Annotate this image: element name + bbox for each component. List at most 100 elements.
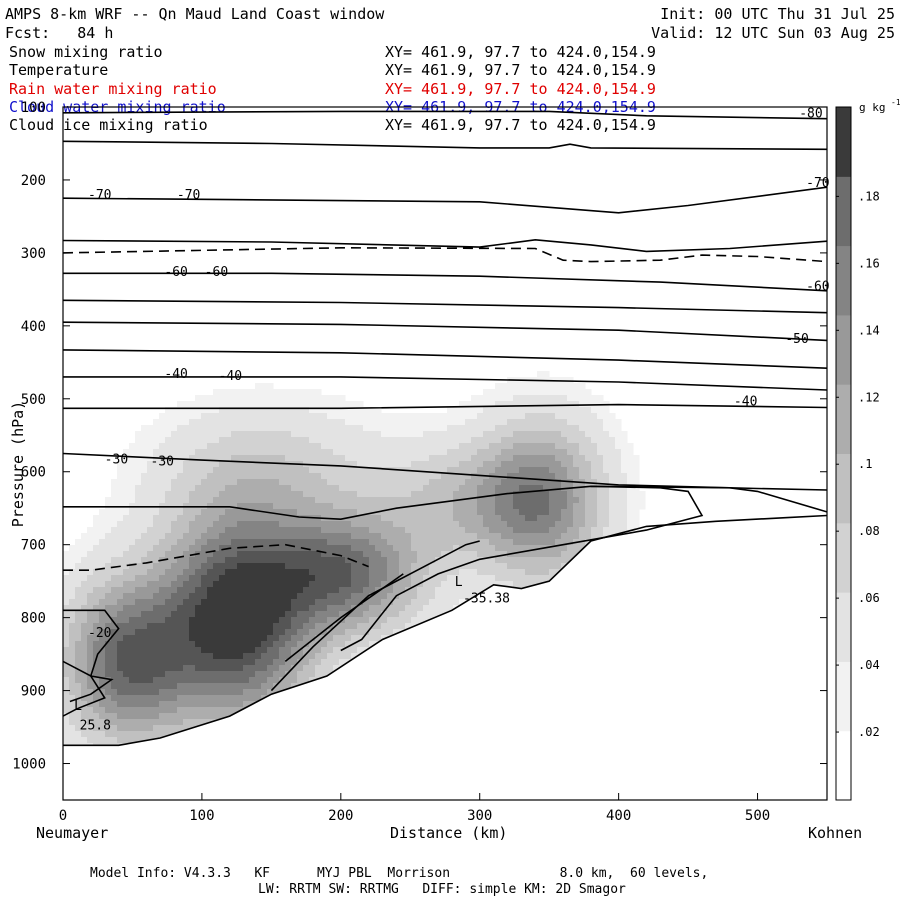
snow-cell xyxy=(189,689,196,696)
snow-cell xyxy=(87,677,94,684)
snow-cell xyxy=(411,413,418,420)
snow-cell xyxy=(537,521,544,528)
snow-cell xyxy=(255,605,262,612)
snow-cell xyxy=(315,521,322,528)
snow-cell xyxy=(345,551,352,558)
snow-cell xyxy=(291,533,298,540)
snow-cell xyxy=(435,473,442,480)
snow-cell xyxy=(291,755,298,762)
snow-cell xyxy=(453,443,460,450)
snow-cell xyxy=(141,575,148,582)
snow-cell xyxy=(225,695,232,702)
snow-cell xyxy=(171,431,178,438)
snow-cell xyxy=(165,575,172,582)
snow-cell xyxy=(201,725,208,732)
snow-cell xyxy=(543,551,550,558)
snow-cell xyxy=(567,449,574,456)
snow-cell xyxy=(303,575,310,582)
snow-cell xyxy=(549,581,556,588)
snow-cell xyxy=(579,425,586,432)
snow-cell xyxy=(147,551,154,558)
snow-cell xyxy=(351,695,358,702)
snow-cell xyxy=(273,623,280,630)
snow-cell xyxy=(435,437,442,444)
snow-cell xyxy=(357,569,364,576)
snow-cell xyxy=(63,743,70,746)
snow-cell xyxy=(447,431,454,438)
snow-cell xyxy=(609,491,616,498)
snow-cell xyxy=(261,419,268,426)
snow-cell xyxy=(591,467,598,474)
snow-cell xyxy=(579,485,586,492)
snow-cell xyxy=(279,545,286,552)
snow-cell xyxy=(99,521,106,528)
snow-cell xyxy=(579,593,586,600)
snow-cell xyxy=(183,791,190,798)
snow-cell xyxy=(363,611,370,618)
snow-cell xyxy=(357,401,364,408)
snow-cell xyxy=(195,497,202,504)
snow-cell xyxy=(237,791,244,798)
snow-cell xyxy=(135,467,142,474)
snow-cell xyxy=(99,737,106,744)
snow-cell xyxy=(609,419,616,426)
snow-cell xyxy=(585,431,592,438)
snow-cell xyxy=(243,467,250,474)
snow-cell xyxy=(93,671,100,678)
snow-cell xyxy=(291,713,298,720)
snow-cell xyxy=(585,581,592,588)
snow-cell xyxy=(135,563,142,570)
snow-cell xyxy=(93,779,100,786)
snow-cell xyxy=(177,455,184,462)
snow-cell xyxy=(225,761,232,768)
snow-cell xyxy=(249,551,256,558)
snow-cell xyxy=(105,641,112,648)
snow-cell xyxy=(141,455,148,462)
snow-cell xyxy=(207,629,214,636)
snow-cell xyxy=(81,719,88,726)
snow-cell xyxy=(267,407,274,414)
snow-cell xyxy=(279,413,286,420)
snow-cell xyxy=(123,533,130,540)
snow-cell xyxy=(519,563,526,570)
snow-cell xyxy=(369,449,376,456)
snow-cell xyxy=(579,569,586,576)
snow-cell xyxy=(471,545,478,552)
snow-cell xyxy=(399,509,406,516)
snow-cell xyxy=(105,617,112,624)
snow-cell xyxy=(327,593,334,600)
snow-cell xyxy=(339,419,346,426)
snow-cell xyxy=(207,461,214,468)
snow-cell xyxy=(519,407,526,414)
snow-cell xyxy=(243,575,250,582)
snow-cell xyxy=(489,491,496,498)
snow-cell xyxy=(285,671,292,678)
snow-cell xyxy=(177,509,184,516)
snow-cell xyxy=(357,407,364,414)
snow-cell xyxy=(135,623,142,630)
snow-cell xyxy=(477,587,484,594)
snow-cell xyxy=(555,617,562,624)
snow-cell xyxy=(81,713,88,720)
snow-cell xyxy=(249,713,256,720)
snow-cell xyxy=(147,509,154,516)
snow-cell xyxy=(567,503,574,510)
snow-cell xyxy=(435,431,442,438)
snow-cell xyxy=(531,617,538,624)
snow-cell xyxy=(549,617,556,624)
snow-cell xyxy=(417,635,424,642)
snow-cell xyxy=(309,683,316,690)
snow-cell xyxy=(519,509,526,516)
snow-cell xyxy=(189,629,196,636)
snow-cell xyxy=(429,629,436,636)
snow-cell xyxy=(615,563,622,570)
snow-cell xyxy=(525,605,532,612)
snow-cell xyxy=(513,539,520,546)
snow-cell xyxy=(537,569,544,576)
snow-cell xyxy=(333,575,340,582)
snow-cell xyxy=(207,485,214,492)
snow-cell xyxy=(207,779,214,786)
snow-cell xyxy=(201,515,208,522)
snow-cell xyxy=(165,515,172,522)
snow-cell xyxy=(321,443,328,450)
